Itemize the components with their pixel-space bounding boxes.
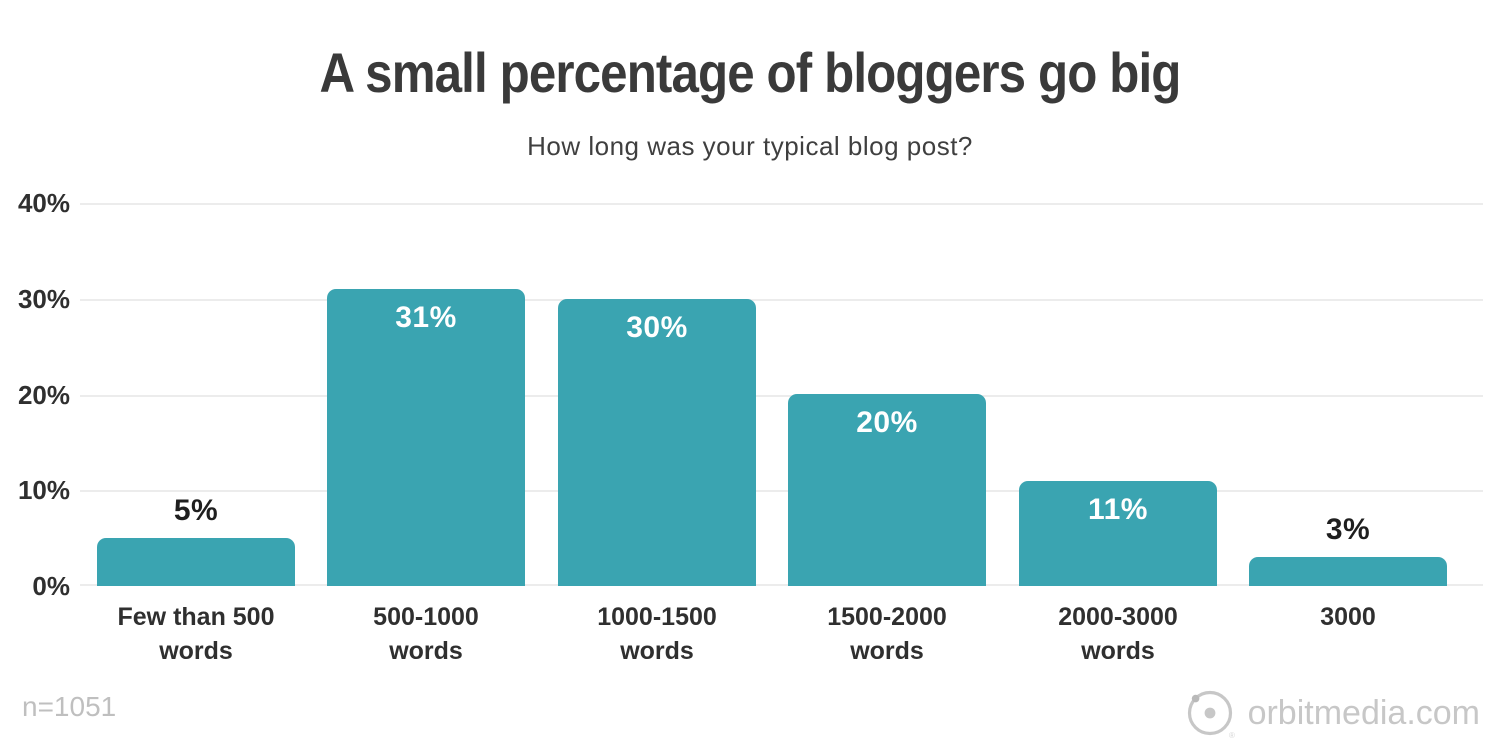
bar <box>97 538 295 586</box>
y-tick-label: 40% <box>17 188 70 218</box>
bar <box>327 289 525 586</box>
chart-subtitle: How long was your typical blog post? <box>527 131 973 161</box>
y-tick-label: 20% <box>17 380 70 410</box>
bar-value-label: 11% <box>1088 493 1148 526</box>
brand-text: orbitmedia.com <box>1247 694 1480 732</box>
bar-value-label: 20% <box>856 406 918 439</box>
bar <box>1249 557 1447 586</box>
bar-value-label: 3% <box>1325 513 1371 546</box>
orbit-logo-icon: ® <box>1181 684 1239 742</box>
brand-footer: ® orbitmedia.com <box>1181 684 1480 742</box>
bar-value-label: 31% <box>395 301 457 334</box>
bar <box>1019 481 1217 586</box>
bar-value-label: 5% <box>173 494 219 527</box>
plot-area: 5% 31% 30% 20% 11% 3% <box>80 203 1483 586</box>
bar <box>558 299 756 586</box>
y-tick-label: 0% <box>32 571 70 601</box>
bar-value-label: 30% <box>626 311 688 344</box>
x-axis-label: 1000-1500 words <box>597 603 717 665</box>
gridline <box>80 395 1483 397</box>
x-axis-label: 3000 <box>1320 603 1376 631</box>
registered-mark: ® <box>1229 731 1235 740</box>
gridline <box>80 584 1483 586</box>
x-axis-label: 1500-2000 words <box>827 603 947 665</box>
bar <box>788 394 986 586</box>
x-axis-label: Few than 500 words <box>117 603 275 665</box>
gridline <box>80 490 1483 492</box>
y-tick-label: 30% <box>17 284 70 314</box>
gridline <box>80 299 1483 301</box>
x-axis-label: 500-1000 words <box>373 603 479 665</box>
x-axis-label: 2000-3000 words <box>1058 603 1178 665</box>
chart-title: A small percentage of bloggers go big <box>319 41 1181 104</box>
y-tick-label: 10% <box>17 475 70 505</box>
gridline <box>80 203 1483 205</box>
sample-size-label: n=1051 <box>22 691 117 722</box>
